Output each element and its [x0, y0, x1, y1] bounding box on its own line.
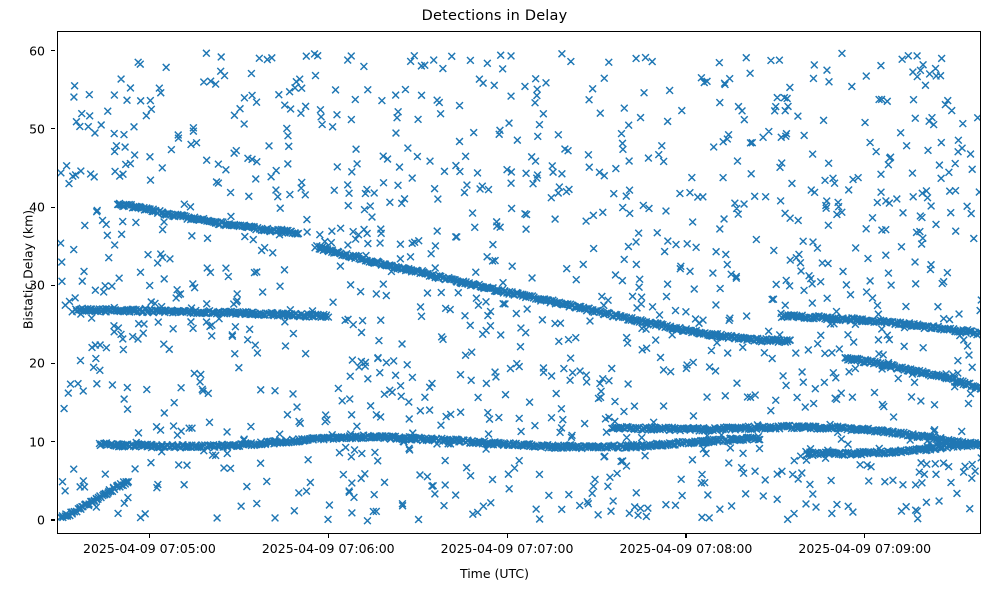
page-title: Detections in Delay	[421, 8, 568, 24]
x-tick-label: 2025-04-09 07:07:00	[440, 541, 574, 556]
scatter-markers	[58, 49, 980, 525]
y-tick-label: 60	[29, 43, 45, 59]
y-tick-label: 50	[29, 121, 45, 137]
y-tick-label: 20	[29, 355, 45, 371]
x-tick-mark	[327, 534, 329, 539]
x-tick-mark	[506, 534, 508, 539]
y-tick-label: 30	[29, 277, 45, 293]
x-tick-label: 2025-04-09 07:05:00	[83, 541, 216, 556]
y-tick-mark	[51, 441, 56, 443]
y-tick-mark	[51, 284, 56, 286]
x-tick-label: 2025-04-09 07:06:00	[261, 541, 395, 556]
x-axis-label: Time (UTC)	[459, 566, 530, 581]
scatter-marker-path	[58, 49, 980, 525]
y-tick-mark	[51, 128, 56, 130]
x-tick-mark	[685, 534, 687, 539]
x-tick-mark	[864, 534, 866, 539]
y-tick-mark	[51, 50, 56, 52]
y-tick-label: 40	[29, 199, 45, 215]
y-axis-label: Bistatic Delay (km)	[20, 209, 36, 330]
y-tick-mark	[51, 519, 56, 521]
plot-area	[57, 31, 981, 534]
x-tick-label: 2025-04-09 07:08:00	[619, 541, 753, 556]
y-tick-mark	[51, 206, 56, 208]
x-tick-label: 2025-04-09 07:09:00	[798, 541, 932, 556]
y-tick-label: 0	[37, 512, 45, 528]
x-tick-mark	[148, 534, 151, 539]
y-tick-label: 10	[29, 434, 45, 450]
y-tick-mark	[51, 362, 56, 365]
